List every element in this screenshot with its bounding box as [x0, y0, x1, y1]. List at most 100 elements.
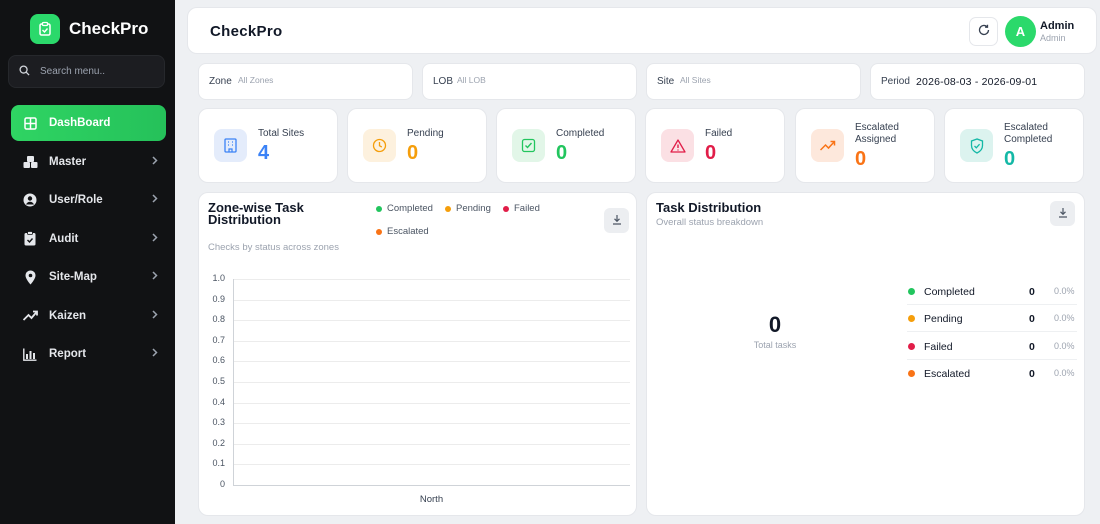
legend-label: Completed [387, 203, 433, 214]
chevron-right-icon [152, 348, 158, 360]
chart-subtitle: Checks by status across zones [208, 242, 339, 253]
legend-label: Escalated [387, 226, 429, 237]
refresh-icon [978, 23, 990, 41]
filter-label: Zone [209, 76, 232, 87]
site-filter[interactable]: Site All Sites [646, 63, 861, 100]
gridline [233, 485, 630, 486]
zone-chart-panel: Zone-wise Task Distribution Checks by st… [198, 192, 637, 516]
filter-label: LOB [433, 76, 454, 87]
filter-label: Period [881, 76, 910, 87]
status-dot [908, 370, 915, 377]
distribution-row-pending: Pending 0 0.0% [907, 305, 1077, 332]
sidebar-item-site-map[interactable]: Site-Map [11, 259, 166, 295]
download-button[interactable] [1050, 201, 1075, 226]
stat-card-escalated-completed: Escalated Completed 0 [944, 108, 1084, 183]
stat-label: Failed [705, 128, 733, 139]
search-input[interactable] [40, 66, 150, 77]
sidebar-item-user-role[interactable]: User/Role [11, 182, 166, 218]
brand-name: CheckPro [69, 19, 149, 38]
legend-label: Failed [514, 203, 540, 214]
x-tick-label: North [419, 494, 444, 505]
user-role: Admin [1040, 33, 1066, 43]
avatar[interactable]: A [1005, 16, 1036, 47]
sidebar-item-audit[interactable]: Audit [11, 221, 166, 257]
y-tick-label: 0.6 [212, 355, 225, 366]
stat-label: Escalated Completed [1004, 122, 1053, 145]
sidebar-item-label: Report [49, 348, 87, 360]
filter-value: All Zones [238, 75, 274, 85]
legend-pending[interactable]: Pending [445, 203, 491, 214]
stat-card-total-sites: Total Sites 4 [198, 108, 338, 183]
y-tick-label: 0.8 [212, 314, 225, 325]
status-dot [908, 288, 915, 295]
check-square-icon [512, 129, 545, 162]
chevron-right-icon [152, 155, 158, 168]
user-circle-icon [22, 192, 38, 208]
gridline [233, 382, 630, 383]
map-pin-icon [22, 269, 38, 285]
stat-value: 0 [407, 142, 419, 164]
stat-label: Total Sites [258, 128, 305, 139]
y-tick-label: 0.7 [212, 334, 225, 345]
sidebar-item-master[interactable]: Master [11, 144, 166, 180]
sidebar-item-label: Site-Map [49, 271, 97, 283]
page-title: CheckPro [210, 23, 283, 40]
legend-dot [376, 205, 382, 212]
status-label: Pending [924, 313, 963, 325]
stat-label: Escalated Assigned [855, 122, 899, 145]
search-icon [19, 63, 30, 81]
legend-escalated[interactable]: Escalated [376, 226, 429, 237]
gridline [233, 279, 630, 280]
filter-value: All LOB [457, 75, 486, 85]
distribution-subtitle: Overall status breakdown [656, 217, 764, 228]
top-header: CheckPro A Admin Admin [187, 7, 1097, 54]
distribution-row-failed: Failed 0 0.0% [907, 333, 1077, 360]
y-tick-label: 0.4 [212, 396, 225, 407]
stat-value: 0 [1004, 148, 1016, 170]
y-tick-label: 0.2 [212, 437, 225, 448]
legend-failed[interactable]: Failed [503, 203, 540, 214]
search-box[interactable] [8, 55, 165, 88]
y-tick-label: 0.5 [212, 376, 225, 386]
status-count: 0 [1029, 286, 1035, 298]
stat-card-escalated-assigned: Escalated Assigned 0 [795, 108, 935, 183]
zone-filter[interactable]: Zone All Zones [198, 63, 413, 100]
status-label: Failed [924, 341, 953, 353]
stat-value: 0 [855, 148, 867, 170]
status-percent: 0.0% [1054, 313, 1075, 323]
legend-dot [503, 205, 509, 212]
period-filter[interactable]: Period 2026-08-03 - 2026-09-01 [870, 63, 1085, 100]
chevron-right-icon [152, 194, 158, 206]
filter-label: Site [657, 76, 675, 87]
building-icon [214, 129, 247, 162]
sidebar-item-dashboard[interactable]: DashBoard [11, 105, 166, 141]
status-count: 0 [1029, 368, 1035, 380]
status-percent: 0.0% [1054, 341, 1075, 351]
task-distribution-panel: Task Distribution Overall status breakdo… [646, 192, 1085, 516]
trending-up-icon [22, 308, 38, 324]
sidebar-item-kaizen[interactable]: Kaizen [11, 298, 166, 334]
sidebar-item-label: DashBoard [49, 117, 111, 129]
cubes-icon [22, 154, 38, 170]
total-tasks-value: 0 [768, 312, 782, 337]
download-button[interactable] [604, 208, 629, 233]
stat-card-failed: Failed 0 [645, 108, 785, 183]
sidebar: CheckPro DashBoard Master User/Role [0, 0, 175, 524]
brand[interactable]: CheckPro [30, 14, 148, 44]
sidebar-item-report[interactable]: Report [11, 336, 166, 372]
status-percent: 0.0% [1054, 286, 1075, 296]
grid-icon [22, 115, 38, 131]
refresh-button[interactable] [969, 17, 998, 46]
y-tick-label: 1.0 [212, 273, 225, 283]
status-label: Escalated [924, 368, 971, 380]
bar-chart-icon [22, 346, 38, 362]
gridline [233, 402, 630, 404]
chevron-right-icon [152, 232, 158, 245]
legend-completed[interactable]: Completed [376, 203, 433, 214]
lob-filter[interactable]: LOB All LOB [422, 63, 637, 100]
stat-label: Pending [407, 128, 444, 139]
chevron-right-icon [152, 271, 158, 283]
filter-value: All Sites [680, 75, 711, 85]
legend-label: Pending [456, 203, 491, 214]
y-axis-line [233, 279, 234, 485]
